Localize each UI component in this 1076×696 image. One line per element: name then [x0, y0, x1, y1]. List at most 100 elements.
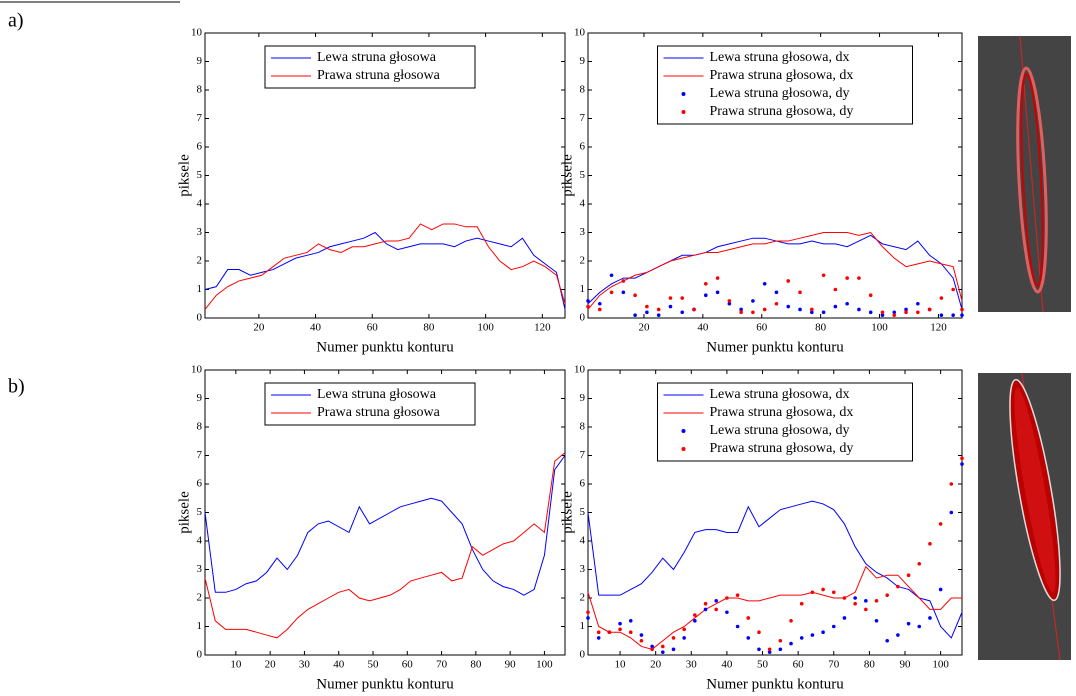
data-point	[746, 636, 750, 640]
data-point	[763, 282, 767, 286]
x-tick-label: 20	[650, 659, 662, 671]
data-point	[597, 630, 601, 634]
data-point	[822, 311, 826, 315]
y-tick-label: 4	[197, 535, 203, 547]
figure: a) b) 01234567891020406080100120Numer pu…	[0, 0, 1076, 696]
data-point	[633, 293, 637, 297]
x-tick-label: 30	[299, 659, 311, 671]
data-point	[940, 296, 944, 300]
legend-label: Prawa struna głosowa, dy	[710, 104, 854, 119]
data-point	[834, 305, 838, 309]
data-point	[834, 288, 838, 292]
data-point	[907, 622, 911, 626]
x-tick-label: 30	[686, 659, 698, 671]
data-point	[789, 619, 793, 623]
legend-label: Lewa struna głosowa, dx	[710, 387, 850, 402]
data-point	[716, 276, 720, 280]
x-tick-label: 20	[253, 322, 265, 334]
y-tick-label: 0	[197, 312, 203, 324]
data-point	[864, 599, 868, 603]
x-tick-label: 100	[871, 322, 888, 334]
x-tick-label: 70	[828, 659, 840, 671]
data-point	[725, 610, 729, 614]
x-tick-label: 20	[265, 659, 277, 671]
legend-marker	[682, 447, 686, 451]
data-point	[692, 308, 696, 312]
x-tick-label: 80	[815, 322, 827, 334]
x-tick-label: 40	[310, 322, 322, 334]
legend-label: Lewa struna głosowa, dy	[710, 423, 850, 438]
y-tick-label: 5	[580, 506, 586, 518]
x-tick-label: 80	[864, 659, 876, 671]
data-point	[645, 311, 649, 315]
data-point	[610, 291, 614, 295]
data-point	[775, 291, 779, 295]
data-point	[875, 619, 879, 623]
data-point	[896, 585, 900, 589]
data-point	[693, 619, 697, 623]
y-tick-label: 6	[197, 478, 203, 490]
y-tick-label: 7	[580, 112, 586, 124]
x-tick-label: 70	[436, 659, 448, 671]
y-tick-label: 1	[197, 283, 203, 295]
x-tick-label: 100	[477, 322, 494, 334]
legend-label: Lewa struna głosowa, dx	[710, 50, 850, 65]
data-point	[881, 311, 885, 315]
data-point	[885, 639, 889, 643]
data-point	[629, 619, 633, 623]
legend-label: Lewa struna głosowa, dy	[710, 86, 850, 101]
y-tick-label: 5	[580, 169, 586, 181]
data-point	[672, 636, 676, 640]
y-axis-label: piksele	[176, 491, 192, 534]
data-point	[672, 648, 676, 652]
x-tick-label: 90	[900, 659, 912, 671]
data-point	[928, 616, 932, 620]
y-tick-label: 1	[580, 620, 586, 632]
data-point	[661, 650, 665, 654]
data-point	[597, 636, 601, 640]
x-tick-label: 100	[932, 659, 949, 671]
y-tick-label: 9	[580, 55, 586, 67]
data-point	[586, 305, 590, 309]
legend-marker	[682, 110, 686, 114]
data-point	[951, 313, 955, 317]
y-tick-label: 4	[580, 198, 586, 210]
data-point	[885, 593, 889, 597]
x-tick-label: 10	[230, 659, 242, 671]
x-tick-label: 80	[470, 659, 482, 671]
y-tick-label: 9	[197, 392, 203, 404]
y-tick-label: 10	[191, 364, 203, 376]
data-point	[950, 482, 954, 486]
x-tick-label: 40	[333, 659, 345, 671]
y-tick-label: 6	[580, 478, 586, 490]
data-point	[916, 311, 920, 315]
x-tick-label: 10	[615, 659, 627, 671]
data-point	[704, 602, 708, 606]
y-tick-label: 9	[197, 55, 203, 67]
y-tick-label: 4	[580, 535, 586, 547]
data-point	[939, 522, 943, 526]
legend-marker	[682, 92, 686, 96]
x-tick-label: 20	[638, 322, 650, 334]
data-point	[682, 636, 686, 640]
data-point	[779, 639, 783, 643]
data-point	[821, 588, 825, 592]
y-tick-label: 0	[580, 312, 586, 324]
data-point	[857, 276, 861, 280]
y-tick-label: 10	[574, 27, 586, 39]
data-point	[598, 308, 602, 312]
data-point	[869, 293, 873, 297]
y-tick-label: 10	[191, 27, 203, 39]
data-point	[645, 305, 649, 309]
y-tick-label: 2	[580, 255, 586, 267]
data-point	[786, 279, 790, 283]
data-point	[622, 291, 626, 295]
contour-image	[978, 373, 1071, 660]
y-tick-label: 6	[197, 141, 203, 153]
legend-label: Prawa struna głosowa, dy	[710, 441, 854, 456]
x-tick-label: 120	[930, 322, 947, 334]
y-tick-label: 2	[197, 255, 203, 267]
data-point	[610, 273, 614, 277]
x-tick-label: 60	[793, 659, 805, 671]
y-tick-label: 5	[197, 169, 203, 181]
